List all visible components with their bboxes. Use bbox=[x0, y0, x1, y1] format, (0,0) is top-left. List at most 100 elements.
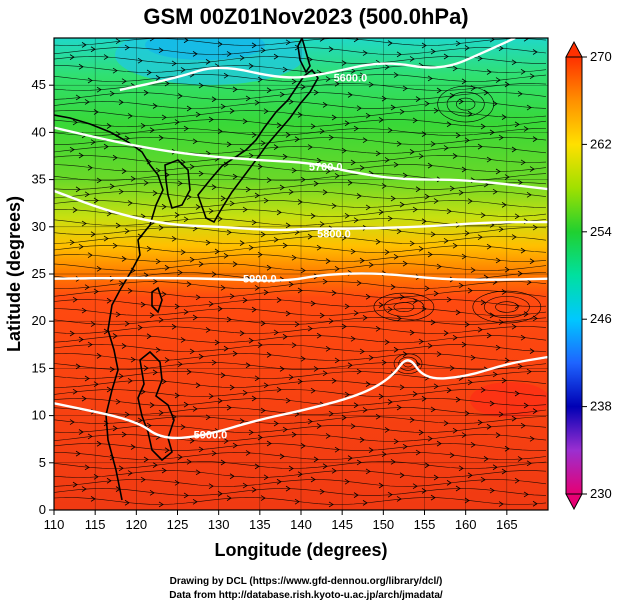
streamline-arrow bbox=[378, 393, 384, 400]
streamline-arrow bbox=[359, 165, 365, 171]
streamline-arrow bbox=[433, 474, 439, 481]
streamline-arrow bbox=[254, 192, 260, 199]
streamline-arrow bbox=[103, 420, 109, 427]
streamline-arrow bbox=[291, 78, 297, 85]
streamline-arrow bbox=[514, 390, 520, 397]
eddy bbox=[446, 91, 485, 117]
colorbar-top-arrow bbox=[565, 40, 583, 58]
streamline-arrow bbox=[273, 236, 279, 243]
streamline-arrow bbox=[279, 91, 285, 98]
streamline-arrow bbox=[498, 226, 504, 233]
streamline-arrow bbox=[446, 208, 452, 215]
streamline-arrow bbox=[378, 482, 384, 489]
streamline-arrow bbox=[263, 474, 269, 481]
streamline-arrow bbox=[523, 402, 529, 409]
streamline-arrow bbox=[115, 398, 121, 405]
streamline-arrow bbox=[174, 119, 180, 125]
streamline-arrow bbox=[81, 307, 87, 314]
coastline-sakhalin bbox=[297, 38, 311, 74]
streamline-arrow bbox=[430, 406, 436, 413]
streamline-arrow bbox=[446, 480, 452, 486]
streamline-arrow bbox=[195, 382, 201, 389]
streamline-arrow bbox=[501, 114, 507, 120]
streamline-arrow bbox=[93, 381, 99, 388]
streamline-arrow bbox=[257, 251, 263, 258]
streamline-arrow bbox=[260, 495, 266, 501]
streamline-arrow bbox=[331, 377, 337, 384]
streamline-arrow bbox=[334, 265, 340, 272]
streamline-arrow bbox=[529, 348, 535, 354]
streamline-arrow bbox=[93, 197, 99, 204]
streamline-arrow bbox=[294, 498, 300, 505]
streamline bbox=[54, 290, 547, 298]
x-tick-label: 120 bbox=[125, 517, 147, 532]
streamline-arrow bbox=[217, 397, 223, 404]
colorbar-body bbox=[565, 56, 583, 495]
streamline-arrow bbox=[452, 427, 458, 434]
streamline-arrow bbox=[229, 473, 235, 480]
streamline-arrow bbox=[310, 387, 316, 394]
streamline-arrow bbox=[158, 410, 164, 416]
streamline-arrow bbox=[384, 427, 390, 433]
x-axis-label: Longitude (degrees) bbox=[214, 540, 387, 560]
streamline-arrow bbox=[254, 463, 260, 470]
y-tick-label: 20 bbox=[32, 313, 46, 328]
streamline-arrow bbox=[427, 342, 433, 349]
streamline-arrow bbox=[470, 354, 476, 361]
streamline-arrow bbox=[396, 315, 402, 322]
streamline-arrow bbox=[464, 137, 470, 144]
warm-core-east bbox=[470, 382, 548, 418]
streamline-arrow bbox=[72, 207, 78, 213]
y-tick-label: 10 bbox=[32, 408, 46, 423]
streamline-arrow bbox=[106, 477, 112, 484]
streamline-arrow bbox=[260, 140, 266, 147]
streamline-arrow bbox=[393, 253, 399, 260]
y-tick-label: 30 bbox=[32, 219, 46, 234]
streamline-arrow bbox=[387, 306, 393, 313]
streamline-arrow bbox=[486, 69, 492, 75]
streamline-arrow bbox=[368, 354, 374, 361]
streamline-arrow bbox=[96, 440, 102, 447]
streamline-arrow bbox=[328, 501, 334, 508]
streamline-arrow bbox=[396, 228, 402, 235]
streamline-arrow bbox=[424, 193, 430, 200]
streamline-arrow bbox=[232, 173, 238, 180]
streamline-arrow bbox=[87, 433, 93, 440]
streamline-arrow bbox=[205, 327, 211, 333]
streamline-arrow bbox=[127, 377, 133, 384]
streamline-arrow bbox=[195, 111, 201, 118]
streamline-arrow bbox=[248, 244, 254, 251]
streamline-arrow bbox=[486, 332, 492, 339]
y-tick-label: 0 bbox=[39, 502, 46, 517]
streamline-arrow bbox=[365, 293, 371, 300]
streamline-arrow bbox=[319, 128, 325, 135]
streamline-arrow bbox=[75, 94, 81, 101]
streamline-arrow bbox=[242, 118, 248, 125]
streamline-arrow bbox=[307, 233, 313, 240]
streamline-arrow bbox=[399, 201, 405, 208]
streamline-arrow bbox=[455, 309, 461, 316]
streamline-arrow bbox=[263, 382, 269, 389]
streamline-arrow bbox=[69, 239, 75, 246]
streamline-arrow bbox=[282, 66, 288, 73]
streamline-arrow bbox=[146, 333, 152, 340]
plot-area: 5600.0 5700.0 5800.0 5900.0 5900.0 bbox=[53, 37, 549, 511]
streamline-arrow bbox=[87, 341, 93, 348]
streamline-arrow bbox=[393, 346, 399, 353]
streamline-arrow bbox=[285, 132, 291, 138]
x-tick-label: 130 bbox=[208, 517, 230, 532]
streamline-arrow bbox=[180, 424, 186, 430]
streamline-arrow bbox=[396, 496, 402, 502]
streamline-arrow bbox=[381, 95, 387, 102]
streamline-arrow bbox=[103, 54, 109, 60]
streamline-arrow bbox=[368, 447, 374, 453]
streamline-arrow bbox=[220, 103, 226, 110]
streamline-arrow bbox=[220, 195, 226, 202]
streamline-arrow bbox=[325, 168, 331, 175]
colorbar-tick-label: 238 bbox=[590, 399, 612, 414]
streamline-arrow bbox=[93, 109, 99, 115]
streamline-arrow bbox=[143, 456, 149, 463]
streamline-arrow bbox=[186, 281, 192, 287]
streamline-arrow bbox=[161, 467, 167, 474]
streamline-arrow bbox=[291, 254, 297, 261]
